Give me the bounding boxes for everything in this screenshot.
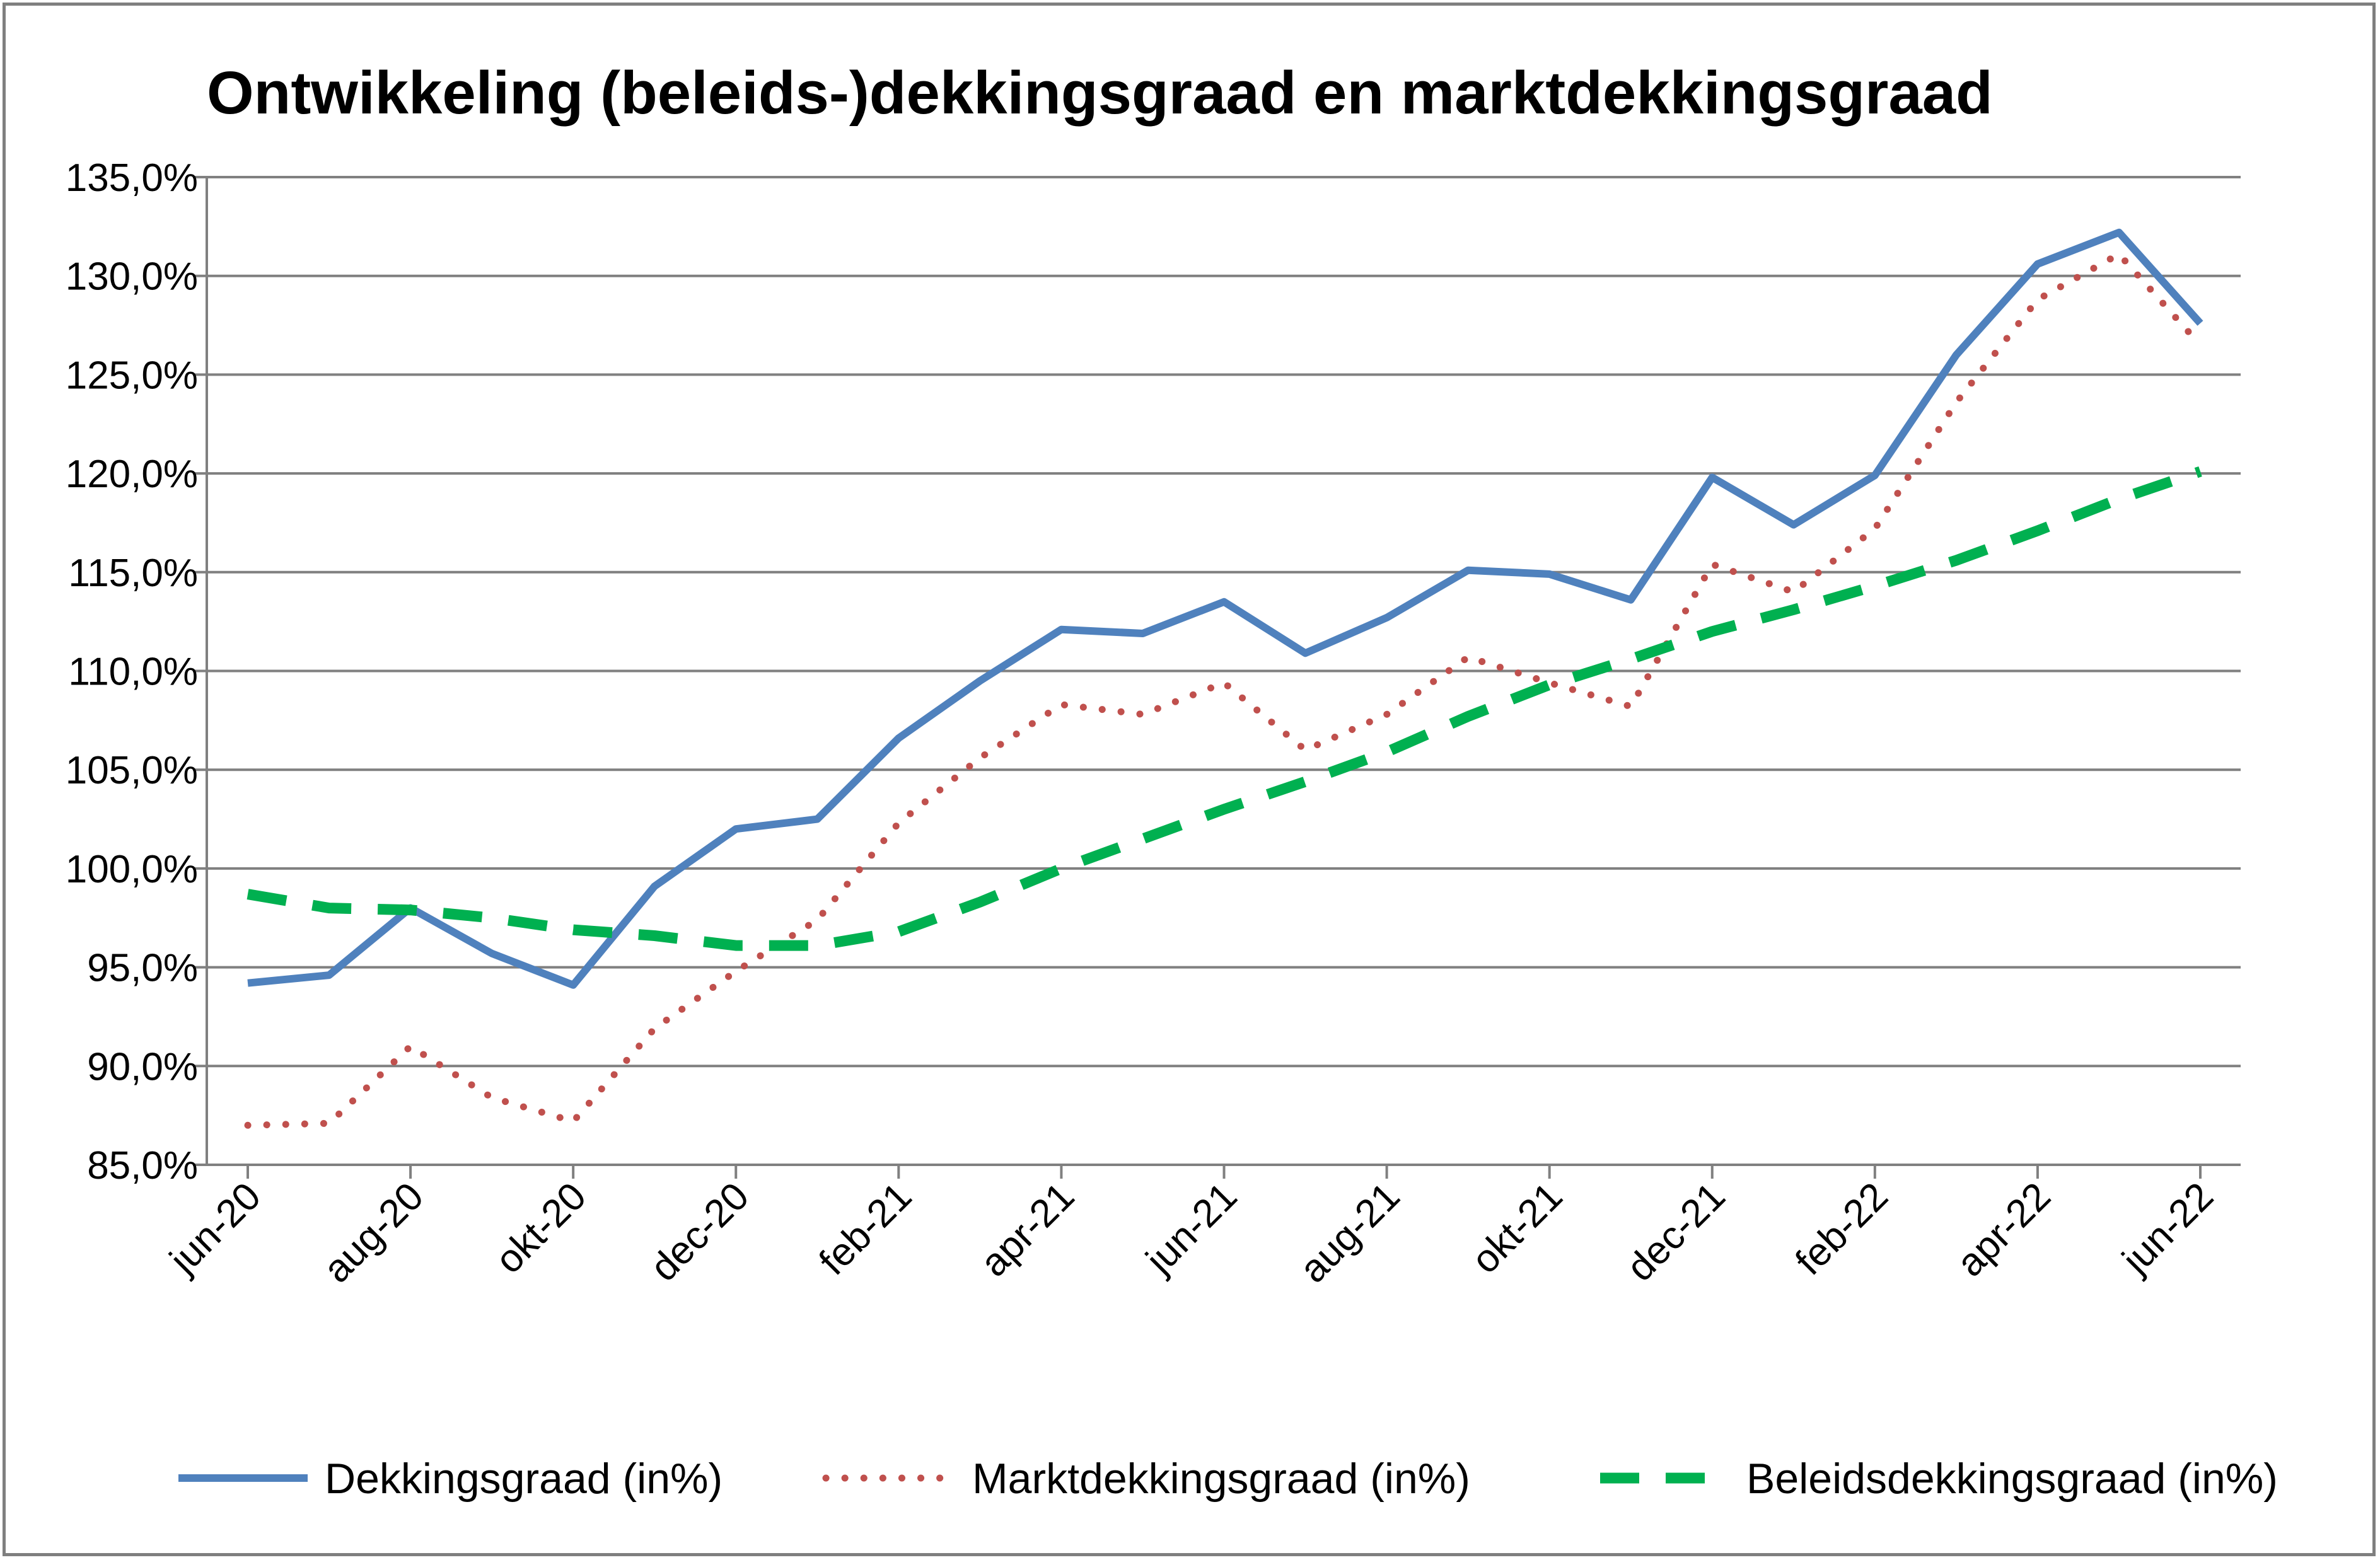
x-tick-label: okt-20: [487, 1174, 595, 1282]
x-tick-label: apr-22: [1948, 1174, 2059, 1285]
x-tick-label: jun-22: [2113, 1174, 2222, 1283]
x-tick-label: aug-20: [315, 1174, 432, 1291]
x-axis: jun-20 aug-20 okt-20 dec-20 feb-21 apr-21 jun-…: [161, 1164, 2241, 1291]
y-tick-label: 100,0%: [66, 848, 198, 891]
y-tick-label: 90,0%: [87, 1045, 198, 1089]
series-line: [244, 250, 2204, 1129]
chart-title: Ontwikkeling (beleids-)dekkingsgraad en …: [207, 59, 1993, 127]
y-tick-label: 120,0%: [66, 453, 198, 496]
legend-label: Beleidsdekkingsgraad (in%): [1746, 1455, 2278, 1503]
series-lines: [244, 228, 2204, 1129]
x-tick-label: dec-21: [1618, 1174, 1734, 1290]
y-tick-label: 105,0%: [66, 749, 198, 792]
y-tick-label: 115,0%: [68, 552, 198, 595]
legend-label: Marktdekkingsgraad (in%): [972, 1455, 1470, 1503]
x-tick-label: feb-21: [811, 1174, 920, 1283]
x-tick-label: okt-21: [1463, 1174, 1571, 1282]
y-tick-label: 130,0%: [66, 255, 198, 299]
x-tick-label: apr-21: [972, 1174, 1083, 1285]
legend-label: Dekkingsgraad (in%): [325, 1455, 723, 1503]
gridlines: [207, 176, 2241, 1166]
series-line: [247, 228, 2203, 989]
chart-frame: [3, 3, 2376, 1556]
x-tick-label: jun-21: [1137, 1174, 1245, 1283]
y-tick-label: 85,0%: [87, 1144, 198, 1187]
x-tick-label: feb-22: [1787, 1174, 1896, 1283]
legend: Dekkingsgraad (in%) Marktdekkingsgraad (i…: [178, 1455, 2278, 1503]
x-tick-label: aug-21: [1291, 1174, 1408, 1291]
y-tick-label: 135,0%: [66, 156, 198, 200]
y-tick-label: 110,0%: [68, 650, 198, 694]
x-tick-label: dec-20: [642, 1174, 757, 1290]
series-line: [247, 466, 2202, 951]
y-axis: 85,0% 90,0% 95,0% 100,0% 105,0% 110,0% 115,0% 1…: [66, 156, 208, 1187]
y-tick-label: 95,0%: [87, 947, 198, 990]
x-tick-label: jun-20: [161, 1174, 269, 1283]
y-tick-label: 125,0%: [66, 354, 198, 397]
